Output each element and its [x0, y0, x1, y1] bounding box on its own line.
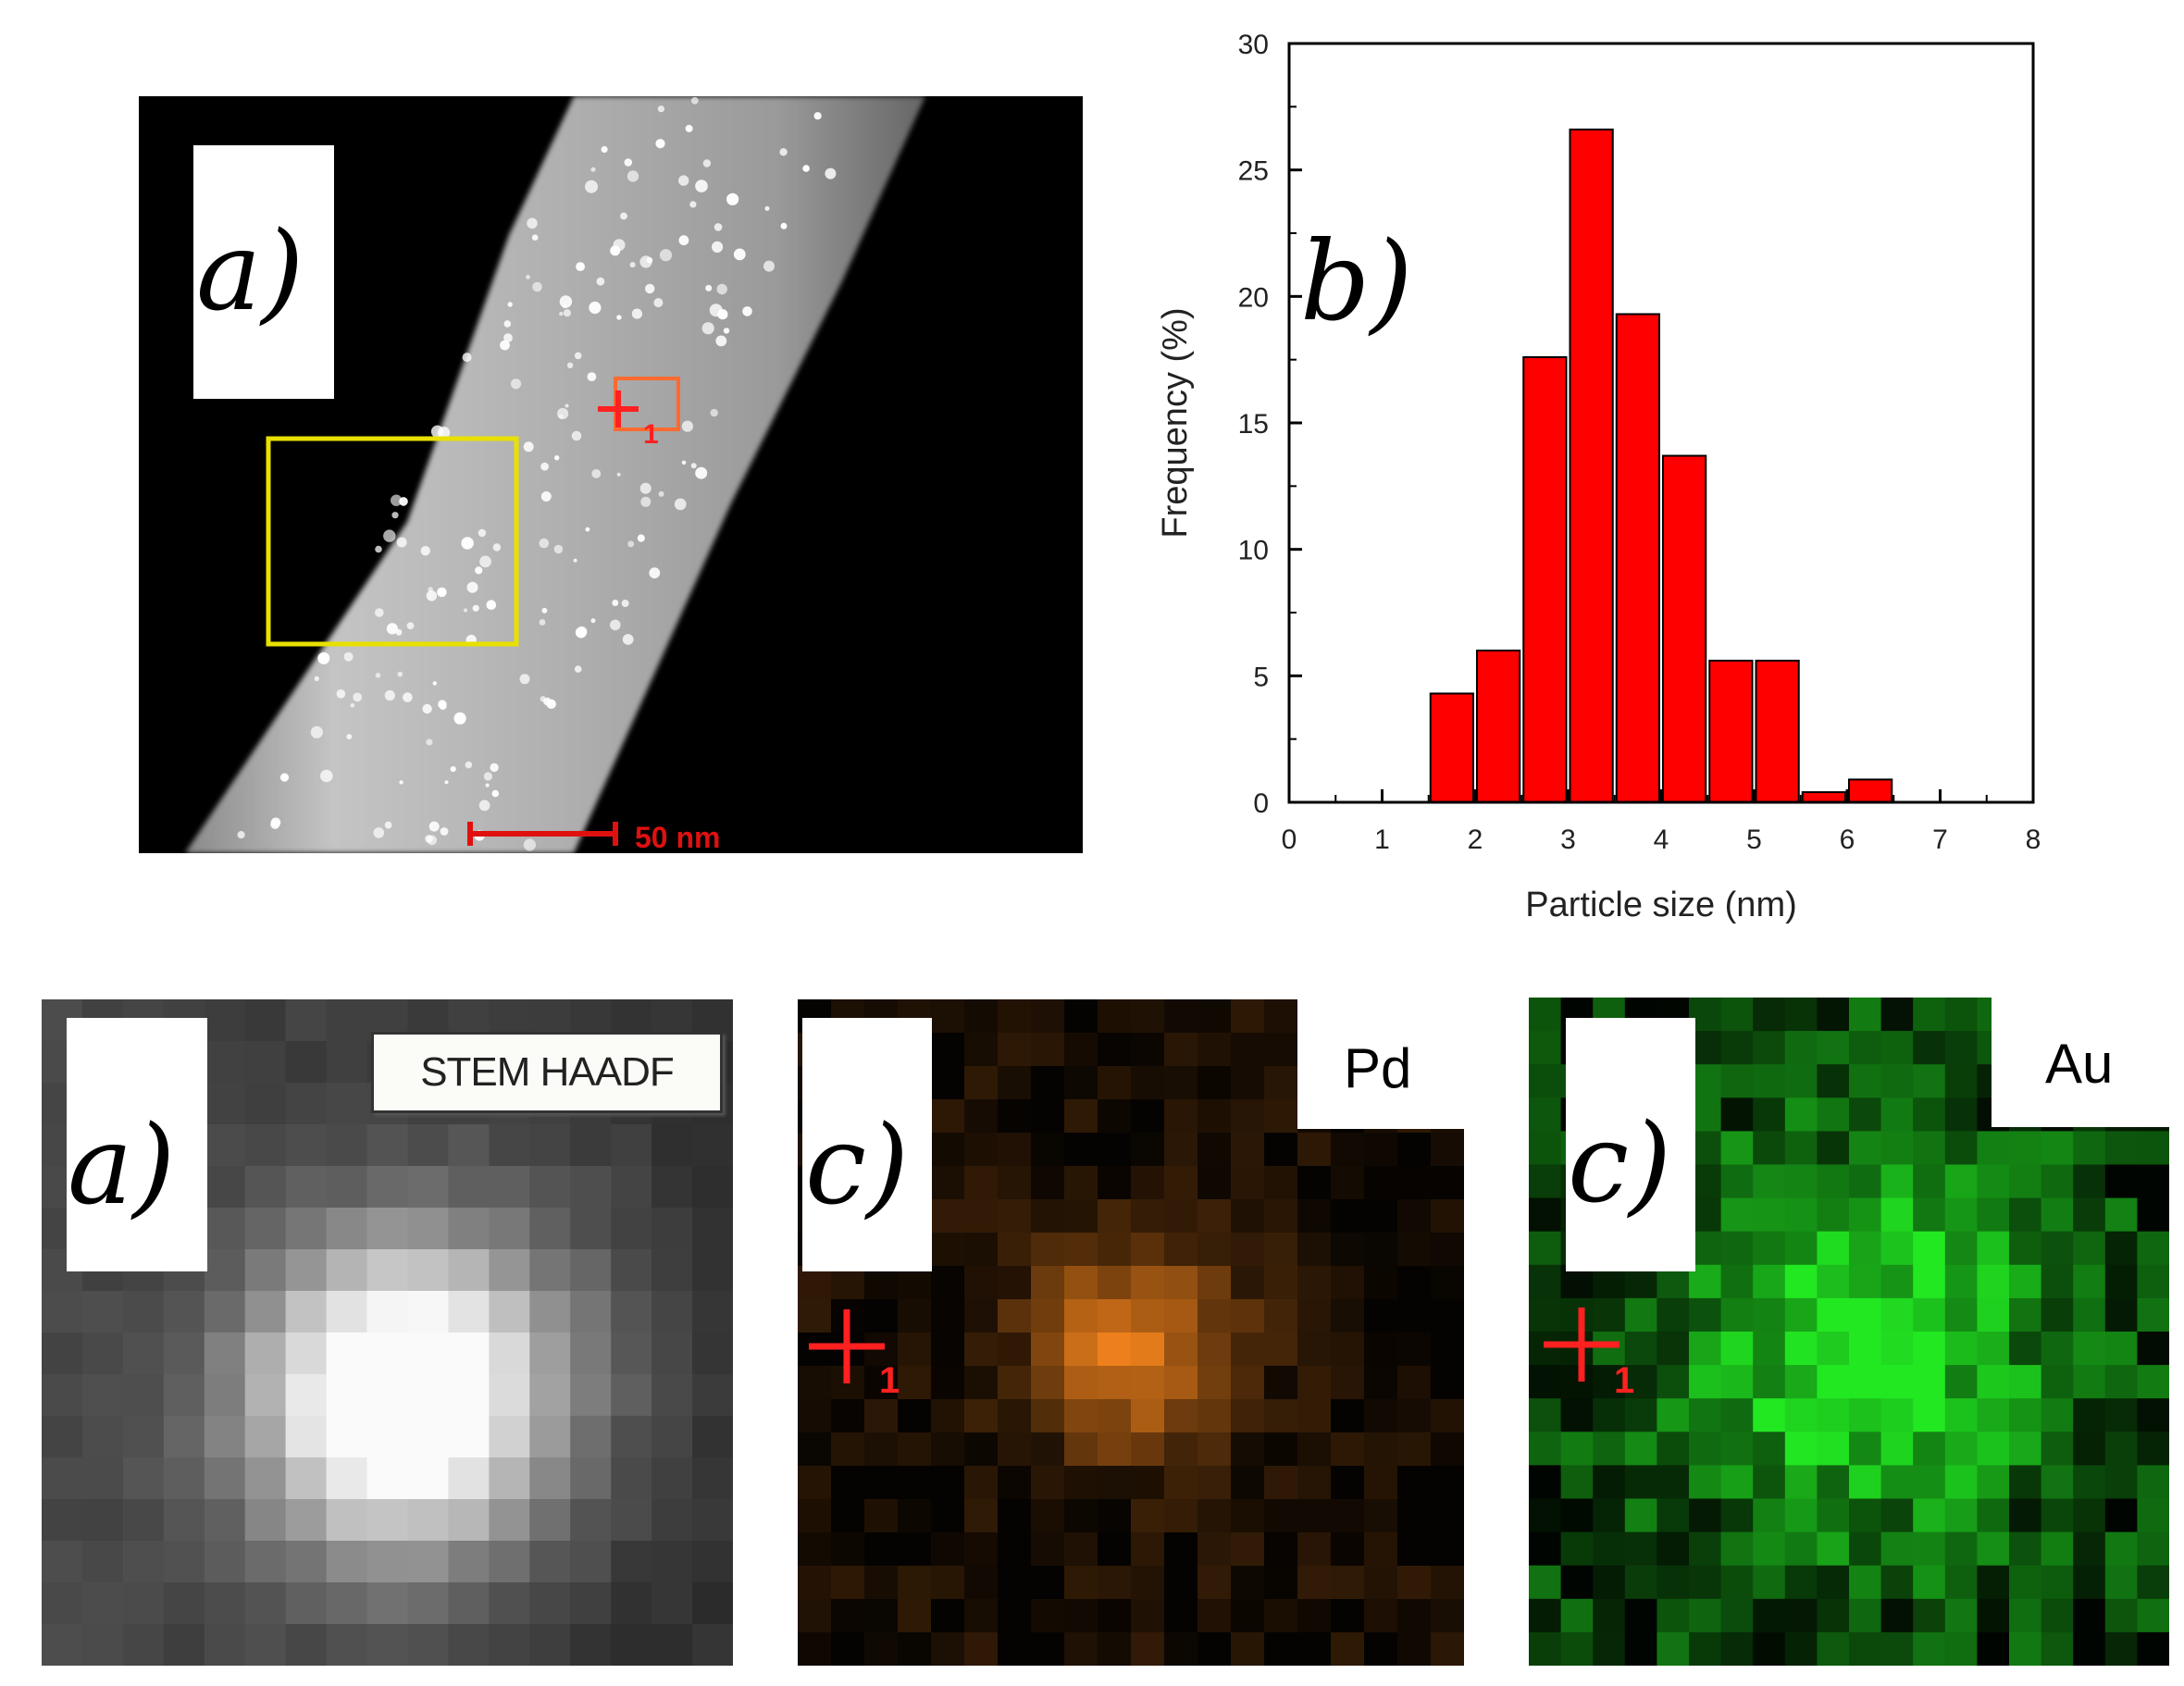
histogram-bar	[1429, 692, 1474, 804]
histogram-bar	[1615, 313, 1660, 803]
tem-image-panel: 1 50 nm a)	[139, 96, 1083, 853]
histogram-bar	[1522, 355, 1568, 803]
x-tick-label: 0	[1282, 824, 1297, 855]
histogram-bar	[1569, 128, 1614, 803]
haadf-image-panel: a) STEM HAADF	[42, 999, 733, 1666]
element-label-box	[1297, 999, 1464, 1129]
histogram-bar	[1662, 454, 1707, 803]
element-label: Au	[2045, 1033, 2114, 1095]
y-tick-label: 25	[1238, 156, 1269, 187]
panel-label: a)	[68, 1101, 176, 1229]
au-map-panel: Au c) 1	[1529, 998, 2169, 1666]
panel-label: b)	[1300, 217, 1413, 345]
stem-haadf-tag: STEM HAADF	[371, 1032, 723, 1113]
x-tick-label: 3	[1560, 824, 1576, 855]
x-tick-label: 5	[1746, 824, 1762, 855]
panel-label-box	[193, 145, 334, 399]
element-label: Pd	[1344, 1037, 1412, 1099]
x-tick-label: 2	[1468, 824, 1483, 855]
panel-label: a)	[196, 207, 304, 335]
plot-frame	[1287, 42, 2035, 804]
panel-label-box	[802, 1018, 932, 1271]
histogram-bar	[1755, 659, 1800, 804]
y-tick-label: 20	[1238, 282, 1269, 313]
histogram-chart: 0 1 2 3 4 5 6 7 8 0 5 10 15 20 25 30 Particle size (nm)…	[1156, 30, 2041, 924]
panel-label-box	[1566, 1018, 1695, 1271]
marker-cross-icon	[809, 1309, 885, 1383]
y-tick-label: 10	[1238, 536, 1269, 566]
x-tick-label: 8	[2026, 824, 2041, 855]
y-axis-label: Frequency (%)	[1156, 307, 1195, 538]
marker-cross-icon	[1544, 1308, 1619, 1382]
y-tick-label: 30	[1238, 30, 1269, 60]
scale-label: 50 nm	[635, 821, 720, 853]
x-axis-label: Particle size (nm)	[1525, 886, 1797, 924]
x-tick-label: 1	[1374, 824, 1390, 855]
scale-bar: 50 nm	[467, 821, 720, 853]
marker-cross-icon	[598, 391, 639, 428]
histogram-bar	[1801, 791, 1846, 803]
y-tick-label: 5	[1253, 662, 1269, 692]
marker-number: 1	[879, 1360, 900, 1401]
y-tick-label: 0	[1253, 788, 1269, 819]
pd-map-panel: Pd c) 1	[798, 999, 1464, 1666]
marker-number: 1	[1614, 1360, 1635, 1401]
histogram-bar	[1708, 659, 1754, 804]
histogram-bar	[1848, 778, 1893, 804]
element-label-box	[1992, 998, 2169, 1127]
panel-label-box	[67, 1018, 207, 1271]
y-tick-label: 15	[1238, 409, 1269, 440]
panel-label: c)	[805, 1101, 910, 1229]
x-tick-label: 6	[1840, 824, 1855, 855]
x-tick-label: 7	[1932, 824, 1948, 855]
x-tick-label: 4	[1654, 824, 1669, 855]
roi-box	[266, 436, 519, 647]
histogram-bar	[1476, 650, 1521, 803]
panel-label: c)	[1568, 1099, 1672, 1227]
marker-number: 1	[643, 419, 659, 450]
